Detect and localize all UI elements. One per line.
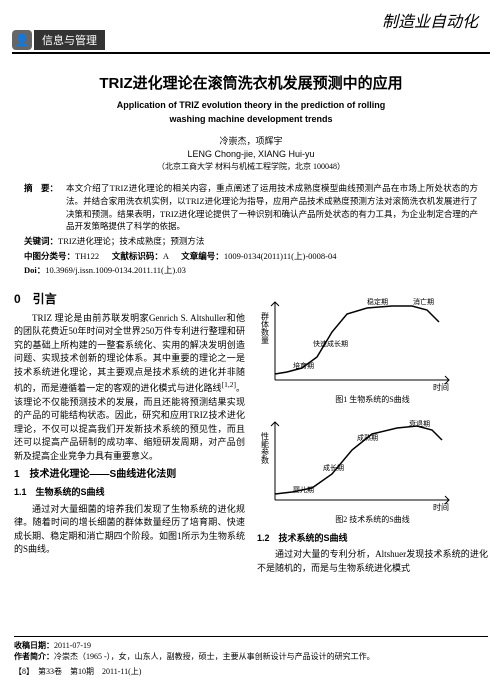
doi-label: Doi：	[24, 265, 45, 275]
section-banner: 👤 信息与管理	[12, 30, 105, 50]
footer: 收稿日期：2011-07-19 作者简介：冷崇杰（1965 -），女，山东人，副…	[14, 636, 488, 677]
page-bottom: 【8】 第33卷 第10期 2011-11(上)	[14, 666, 488, 677]
bio-chart: 群体数量 时间 培育期 快速成长期 稳定期 消亡期 图1 生物系统的S曲线	[257, 292, 488, 406]
abstract-block: 摘 要： 本文介绍了TRIZ进化理论的相关内容，重点阐述了运用技术成熟度模型曲线…	[24, 182, 478, 248]
tech-chart: 性能参数 时间 婴儿期 成长期 成熟期 衰退期 图2 技术系统的S曲线	[257, 412, 488, 526]
title-en-line1: Application of TRIZ evolution theory in …	[117, 100, 386, 110]
main-title: TRIZ进化理论在滚筒洗衣机发展预测中的应用 Application of TR…	[0, 72, 502, 126]
intro-para: TRIZ 理论是由前苏联发明家Genrich S. Altshuller和他的团…	[14, 312, 245, 464]
svg-text:培育期: 培育期	[293, 361, 314, 370]
banner-text: 信息与管理	[34, 30, 105, 50]
tech-heading: 1 技术进化理论——S曲线进化法则	[14, 467, 245, 482]
title-en: Application of TRIZ evolution theory in …	[0, 99, 502, 126]
bio-heading: 1.1 生物系统的S曲线	[14, 486, 245, 500]
received-label: 收稿日期：	[14, 641, 54, 650]
title-cn: TRIZ进化理论在滚筒洗衣机发展预测中的应用	[0, 72, 502, 93]
person-icon: 👤	[12, 30, 32, 50]
page-info: 【8】 第33卷 第10期 2011-11(上)	[14, 666, 141, 677]
svg-text:成长期: 成长期	[323, 463, 344, 472]
affiliation: （北京工商大学 材料与机械工程学院，北京 100048）	[0, 161, 502, 172]
svg-text:衰退期: 衰退期	[409, 419, 430, 428]
clc-value: TH122	[75, 251, 99, 261]
bio-chart-caption: 图1 生物系统的S曲线	[257, 394, 488, 406]
intro-text-2: 。该理论不仅能预测技术的发展，而且还能将预测结果实现的产品的可能结构状态。因此，…	[14, 383, 245, 461]
svg-text:时间: 时间	[433, 382, 449, 392]
left-column: 0 引言 TRIZ 理论是由前苏联发明家Genrich S. Altshulle…	[14, 286, 245, 576]
tech-sys-heading: 1.2 技术系统的S曲线	[257, 532, 488, 546]
title-en-line2: washing machine development trends	[169, 114, 332, 124]
intro-ref: [1,2]	[222, 380, 236, 389]
svg-text:成熟期: 成熟期	[357, 433, 378, 442]
doccode-label: 文献标识码：	[112, 251, 163, 261]
bio-para: 通过对大量细菌的培养我们发现了生物系统的进化规律。随着时间的增长细菌的群体数量经…	[14, 503, 245, 557]
intro-heading: 0 引言	[14, 290, 245, 308]
svg-text:消亡期: 消亡期	[413, 297, 434, 306]
abstract-text: 本文介绍了TRIZ进化理论的相关内容，重点阐述了运用技术成熟度模型曲线预测产品在…	[66, 182, 478, 233]
author-bio-label: 作者简介：	[14, 652, 54, 661]
articleid-value: 1009-0134(2011)11(上)-0008-04	[224, 251, 337, 261]
doccode-value: A	[163, 251, 169, 261]
body-columns: 0 引言 TRIZ 理论是由前苏联发明家Genrich S. Altshulle…	[14, 286, 488, 576]
articleid-label: 文章编号：	[181, 251, 224, 261]
tech-chart-caption: 图2 技术系统的S曲线	[257, 514, 488, 526]
svg-text:稳定期: 稳定期	[367, 297, 388, 306]
author-bio: 冷崇杰（1965 -），女，山东人，副教授，硕士，主要从事创新设计与产品设计的研…	[54, 652, 375, 661]
tech-chart-svg: 性能参数 时间 婴儿期 成长期 成熟期 衰退期	[257, 412, 457, 512]
keywords-text: TRIZ进化理论；技术成熟度；预测方法	[58, 236, 204, 246]
authors-block: 冷崇杰，项辉宇 LENG Chong-jie, XIANG Hui-yu （北京…	[0, 134, 502, 172]
clc-label: 中图分类号：	[24, 251, 75, 261]
banner-divider	[12, 52, 490, 54]
received-date: 2011-07-19	[54, 641, 91, 650]
intro-text-1: TRIZ 理论是由前苏联发明家Genrich S. Altshuller和他的团…	[14, 313, 245, 394]
svg-text:性能参数: 性能参数	[261, 431, 270, 465]
doi-value: 10.3969/j.issn.1009-0134.2011.11(上).03	[45, 265, 186, 275]
keywords-label: 关键词：	[24, 236, 58, 246]
journal-title: 制造业自动化	[382, 8, 478, 32]
authors-en: LENG Chong-jie, XIANG Hui-yu	[0, 149, 502, 159]
bio-chart-svg: 群体数量 时间 培育期 快速成长期 稳定期 消亡期	[257, 292, 457, 392]
clc-line: 中图分类号：TH122 文献标识码：A 文章编号：1009-0134(2011)…	[24, 250, 478, 262]
authors-cn: 冷崇杰，项辉宇	[0, 134, 502, 147]
svg-text:快速成长期: 快速成长期	[313, 339, 348, 348]
abstract-label: 摘 要：	[24, 182, 66, 233]
svg-text:时间: 时间	[433, 502, 449, 512]
doi-line: Doi：10.3969/j.issn.1009-0134.2011.11(上).…	[24, 264, 478, 276]
tech-para: 通过对大量的专利分析，Altshuer发现技术系统的进化不是随机的，而是与生物系…	[257, 548, 488, 575]
svg-text:群体数量: 群体数量	[261, 311, 270, 344]
right-column: 群体数量 时间 培育期 快速成长期 稳定期 消亡期 图1 生物系统的S曲线 性能…	[257, 286, 488, 576]
svg-text:婴儿期: 婴儿期	[293, 486, 314, 494]
